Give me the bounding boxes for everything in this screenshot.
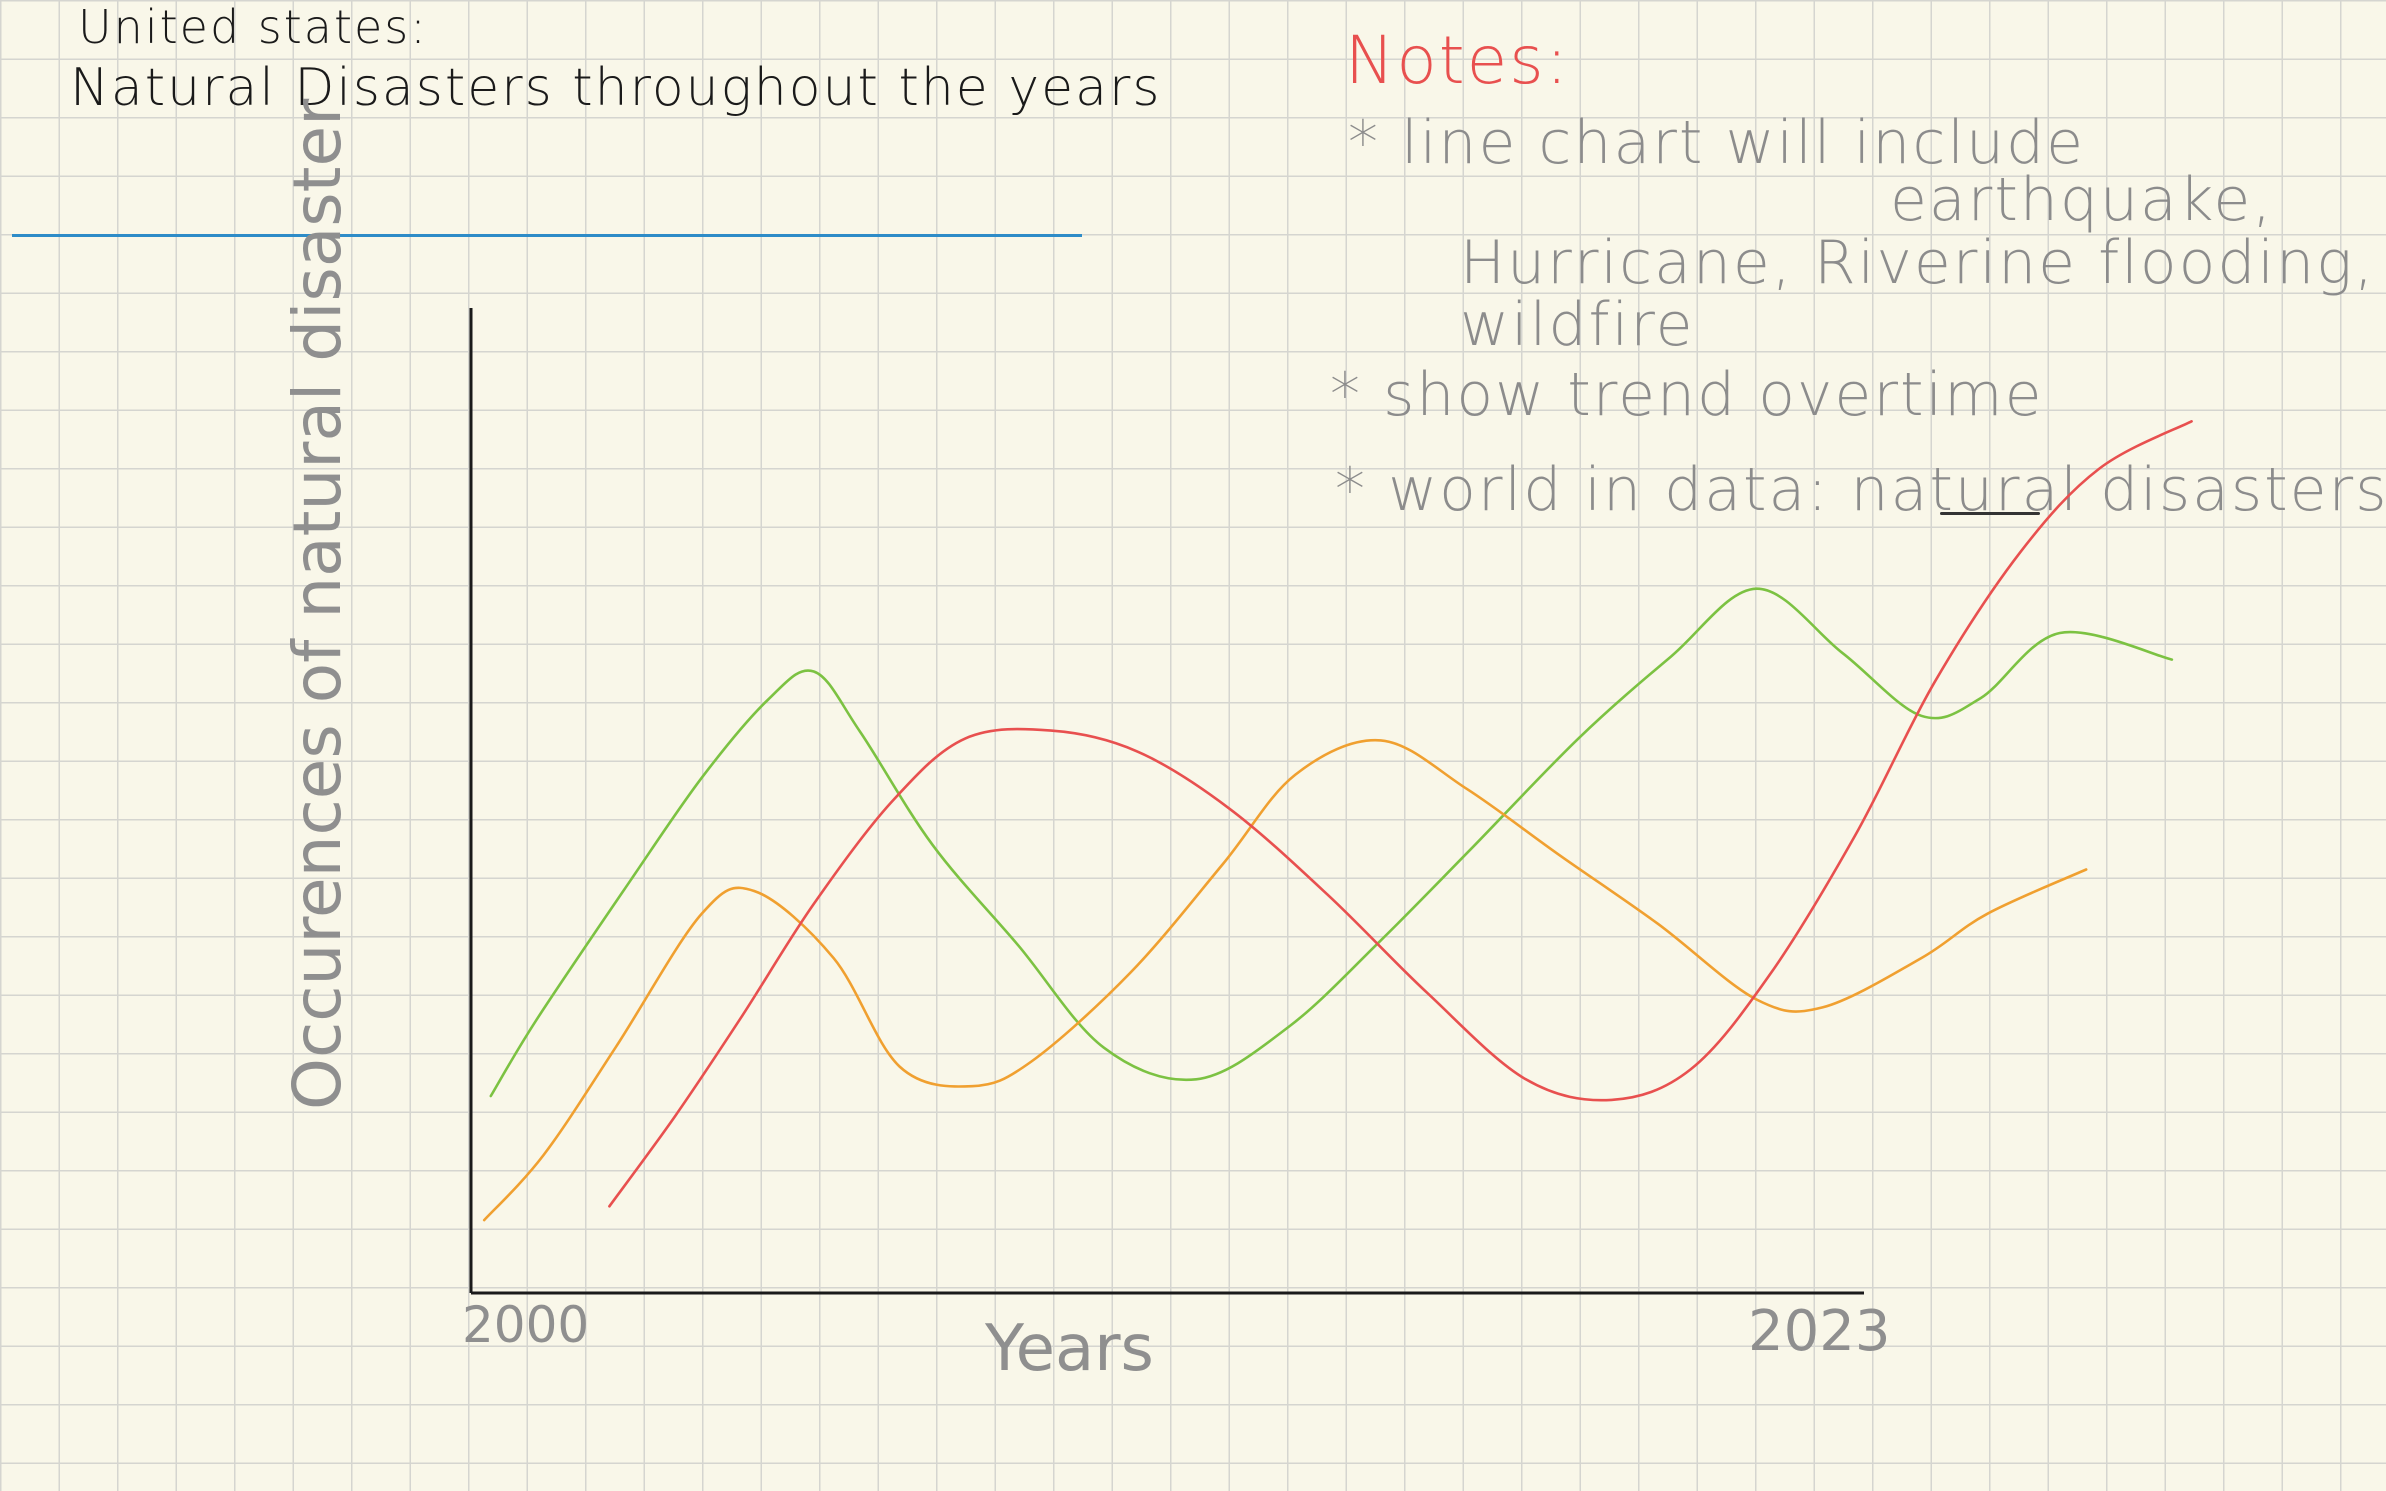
- note-item-1-cont: earthquake,: [1890, 165, 2274, 235]
- page-title-line1: United states:: [78, 0, 428, 54]
- x-tick-label-2000: 2000: [462, 1296, 589, 1354]
- title-underline: [12, 234, 1082, 237]
- note-underline: [1940, 512, 2040, 515]
- note-item-1: * line chart will include: [1348, 108, 2086, 178]
- note-item-3: * world in data: natural disasters: [1335, 455, 2386, 525]
- x-tick-label-2023: 2023: [1748, 1299, 1891, 1364]
- series-line-2: [482, 738, 2088, 1222]
- y-axis-label: Occurences of natural disaster: [279, 98, 356, 1110]
- note-item-1-cont2: Hurricane, Riverine flooding,: [1460, 228, 2376, 298]
- note-item-1-cont3: wildfire: [1460, 290, 1695, 360]
- page-title-line2: Natural Disasters throughout the years: [70, 58, 1162, 118]
- x-axis-label: Years: [984, 1312, 1154, 1386]
- notes-heading: Notes:: [1345, 22, 1570, 99]
- series-line-3: [608, 420, 2193, 1208]
- note-item-2: * show trend overtime: [1330, 360, 2044, 430]
- series-layer: [482, 420, 2193, 1222]
- series-line-1: [489, 587, 2174, 1098]
